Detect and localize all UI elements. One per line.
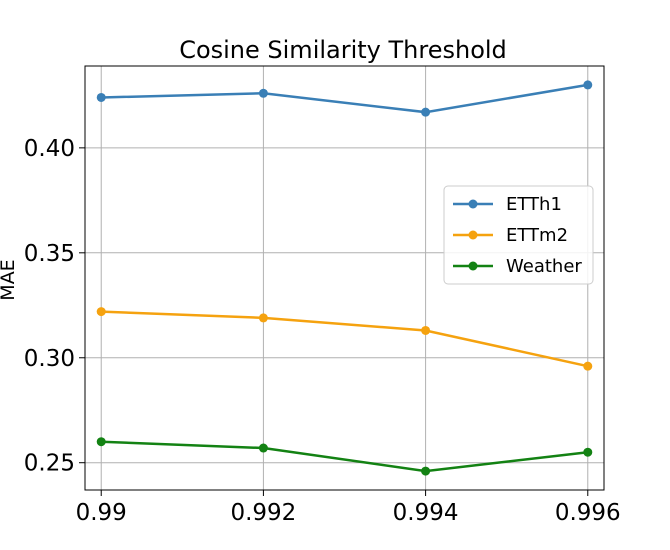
data-point-etth1 <box>258 88 268 98</box>
legend-swatch-marker <box>468 199 478 209</box>
data-point-ettm2 <box>96 307 106 317</box>
legend-swatch-marker <box>468 261 478 271</box>
x-tick-label: 0.996 <box>555 500 621 526</box>
data-point-ettm2 <box>583 361 593 371</box>
y-tick-label: 0.25 <box>24 451 75 477</box>
x-tick-label: 0.994 <box>393 500 459 526</box>
data-point-weather <box>96 437 106 447</box>
y-axis-label: MAE <box>0 259 19 300</box>
y-tick-label: 0.30 <box>24 346 75 372</box>
series-line-weather <box>101 440 588 473</box>
x-tick-label: 0.992 <box>230 500 296 526</box>
data-point-etth1 <box>96 92 106 102</box>
data-point-ettm2 <box>258 313 268 323</box>
y-tick-label: 0.35 <box>24 241 75 267</box>
series-line-etth1 <box>101 83 588 114</box>
plot-frame <box>84 65 605 491</box>
data-point-etth1 <box>583 80 593 90</box>
data-point-ettm2 <box>421 325 431 335</box>
axes: 0.99 0.992 0.994 0.996 0.25 0.30 0.35 0.40 <box>24 65 621 526</box>
series-line-ettm2 <box>101 310 589 368</box>
data-point-weather <box>421 466 431 476</box>
legend-label-ettm2: ETTm2 <box>506 225 568 246</box>
data-point-etth1 <box>421 107 431 117</box>
legend-swatch-marker <box>468 230 478 240</box>
grid-lines <box>85 66 604 490</box>
data-point-weather <box>583 447 593 457</box>
data-point-weather <box>258 443 268 453</box>
legend-label-weather: Weather <box>506 256 582 277</box>
chart-title: Cosine Similarity Threshold <box>179 36 507 64</box>
legend-label-etth1: ETTh1 <box>506 194 562 215</box>
legend-box <box>443 185 594 285</box>
legend: ETTh1 ETTm2 Weather <box>443 185 594 285</box>
series-lines <box>96 80 593 476</box>
y-tick-label: 0.40 <box>24 136 75 162</box>
x-tick-label: 0.99 <box>76 500 127 526</box>
